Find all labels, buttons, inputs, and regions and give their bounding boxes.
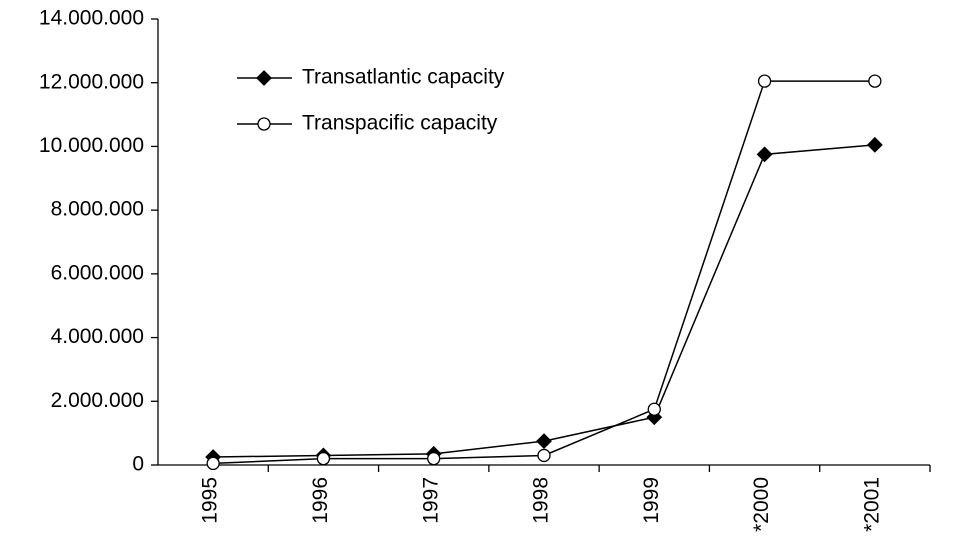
x-tick-label: 1998: [530, 477, 553, 524]
data-point: [868, 74, 882, 88]
x-tick-label: 1997: [419, 477, 442, 524]
data-point: [316, 451, 331, 466]
x-tick-label: 1999: [640, 477, 663, 524]
y-tick-label: 0: [132, 453, 144, 476]
data-point: [866, 136, 883, 153]
data-point: [537, 448, 551, 463]
data-point: [427, 451, 441, 466]
x-tick-label: *2000: [750, 477, 773, 532]
y-tick-label: 6.000.000: [51, 261, 144, 284]
legend-label: Transpacific capacity: [302, 112, 498, 135]
x-tick-label: 1995: [199, 477, 222, 524]
y-tick-label: 8.000.000: [51, 198, 144, 221]
y-tick-label: 14.000.000: [39, 7, 144, 30]
legend-marker: [256, 70, 272, 86]
data-point: [536, 433, 552, 450]
data-point: [757, 74, 772, 88]
y-tick-label: 10.000.000: [39, 134, 144, 157]
legend-marker: [257, 117, 271, 131]
data-point: [206, 456, 220, 471]
y-tick-label: 4.000.000: [51, 325, 144, 348]
y-tick-label: 2.000.000: [51, 389, 144, 412]
x-tick-label: 1996: [309, 477, 332, 524]
y-tick-label: 12.000.000: [39, 70, 144, 93]
data-point: [647, 402, 661, 416]
legend-label: Transatlantic capacity: [302, 66, 505, 89]
x-tick-label: *2001: [860, 477, 883, 532]
series-line: [213, 144, 875, 458]
series-line: [213, 80, 875, 465]
data-point: [756, 146, 773, 163]
